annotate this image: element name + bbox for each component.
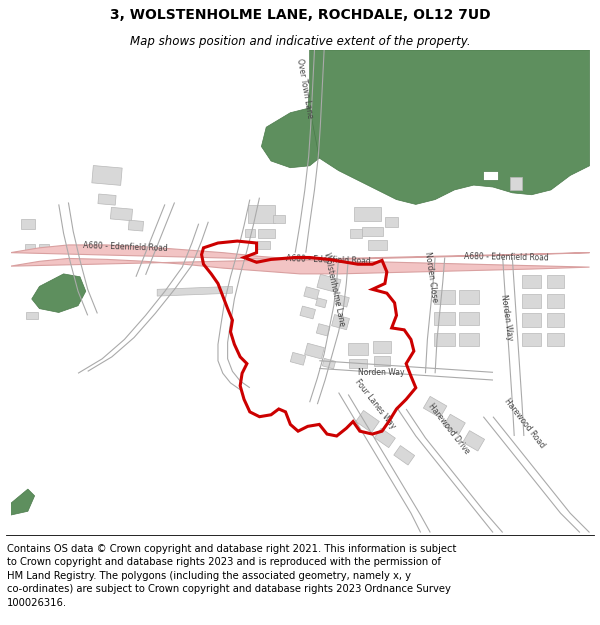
Text: Norden Way: Norden Way [358, 368, 404, 378]
Bar [434, 311, 455, 325]
Bar [322, 358, 335, 369]
Bar [257, 241, 270, 249]
Bar [463, 431, 485, 451]
Text: A680 - Edenfield Road: A680 - Edenfield Road [286, 254, 371, 266]
Text: Harewood Drive: Harewood Drive [426, 401, 471, 456]
Bar [273, 215, 284, 222]
Text: Norden Way: Norden Way [499, 294, 514, 341]
Polygon shape [262, 108, 319, 168]
Bar [40, 244, 49, 252]
Bar [522, 275, 541, 288]
Bar [316, 324, 330, 336]
Text: Harewood Road: Harewood Road [503, 396, 547, 449]
Bar [374, 428, 395, 448]
Bar [373, 341, 391, 353]
Text: Contains OS data © Crown copyright and database right 2021. This information is : Contains OS data © Crown copyright and d… [7, 544, 457, 608]
Bar [128, 220, 143, 231]
Text: 3, WOLSTENHOLME LANE, ROCHDALE, OL12 7UD: 3, WOLSTENHOLME LANE, ROCHDALE, OL12 7UD [110, 8, 490, 22]
Bar [21, 219, 35, 229]
Text: Norden Close: Norden Close [423, 251, 439, 303]
Bar [350, 229, 362, 238]
Polygon shape [32, 274, 86, 312]
Polygon shape [305, 50, 589, 204]
Bar [522, 332, 541, 346]
Bar [332, 314, 349, 330]
Text: Four Lanes Way: Four Lanes Way [353, 377, 397, 430]
Bar [304, 287, 319, 299]
Bar [317, 274, 341, 292]
Bar [522, 294, 541, 308]
Bar [424, 396, 447, 418]
Bar [368, 240, 387, 250]
Bar [547, 314, 565, 327]
Bar [349, 359, 367, 369]
Bar [547, 294, 565, 308]
Polygon shape [484, 171, 498, 180]
Bar [394, 446, 415, 465]
Bar [354, 208, 381, 221]
Bar [356, 411, 379, 432]
Bar [25, 244, 35, 252]
Text: A680 - Edenfield Road: A680 - Edenfield Road [464, 252, 549, 262]
Bar [348, 343, 368, 355]
Bar [459, 332, 479, 346]
Text: A680 - Edenfield Road: A680 - Edenfield Road [83, 241, 168, 252]
Bar [434, 290, 455, 304]
Bar [547, 275, 565, 288]
Polygon shape [157, 286, 232, 296]
Bar [257, 229, 275, 238]
Text: Wolstenholme Lane: Wolstenholme Lane [322, 252, 346, 327]
Bar [26, 311, 38, 319]
Bar [98, 194, 116, 205]
Text: Over Town Lane: Over Town Lane [295, 58, 314, 119]
Bar [300, 306, 316, 319]
Polygon shape [511, 177, 522, 190]
Bar [305, 343, 325, 359]
Bar [245, 229, 254, 238]
Bar [459, 311, 479, 325]
Bar [522, 314, 541, 327]
Bar [248, 206, 275, 222]
Bar [290, 352, 306, 365]
Bar [547, 332, 565, 346]
Bar [362, 227, 383, 236]
Bar [434, 332, 455, 346]
Bar [335, 295, 349, 307]
Bar [374, 356, 390, 366]
Bar [110, 208, 133, 221]
Text: Map shows position and indicative extent of the property.: Map shows position and indicative extent… [130, 34, 470, 48]
Polygon shape [11, 489, 35, 515]
Bar [385, 217, 398, 227]
Bar [443, 414, 465, 434]
Bar [459, 290, 479, 304]
Bar [316, 298, 327, 308]
Bar [92, 166, 122, 186]
Polygon shape [11, 245, 589, 274]
